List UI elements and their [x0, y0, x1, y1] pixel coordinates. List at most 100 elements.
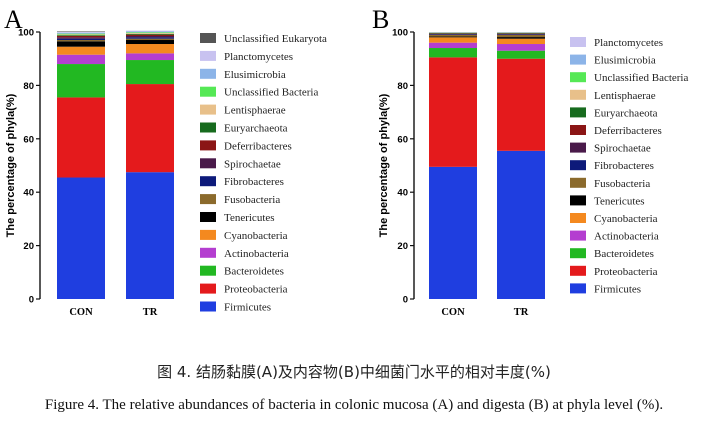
legend-label-b-elusimicrobia: Elusimicrobia	[594, 55, 656, 67]
x-category-label-b-con: CON	[441, 307, 465, 318]
legend-swatch-a-fibrobacteres	[200, 176, 216, 187]
y-tick-label-a-40: 40	[23, 188, 34, 199]
y-axis-title-a: The percentage of phyla(%)	[5, 93, 17, 237]
bar-segment-b-tr-actinobacteria	[497, 44, 545, 51]
x-category-label-a-con: CON	[69, 307, 93, 318]
legend-swatch-a-deferribacteres	[200, 140, 216, 151]
legend-label-b-tenericutes: Tenericutes	[594, 195, 645, 207]
bar-segment-a-con-bacteroidetes	[57, 64, 105, 98]
legend-label-a-euryarchaeota: Euryarchaeota	[224, 123, 288, 135]
bar-segment-a-tr-cyanobacteria	[126, 44, 174, 54]
legend-label-b-proteobacteria: Proteobacteria	[594, 266, 658, 278]
y-tick-label-b-100: 100	[392, 28, 408, 39]
bar-segment-b-con-fibrobacteres	[429, 34, 477, 35]
bar-segment-b-tr-euryarchaeota	[497, 33, 545, 34]
legend-swatch-b-tenericutes	[570, 195, 586, 206]
legend-label-b-deferribacteres: Deferribacteres	[594, 125, 662, 137]
y-tick-label-b-20: 20	[397, 241, 408, 252]
legend-swatch-b-fibrobacteres	[570, 160, 586, 171]
legend-swatch-a-planctomycetes	[200, 50, 216, 61]
legend-label-b-unclassified-bacteria: Unclassified Bacteria	[594, 72, 688, 84]
legend-label-a-lentisphaerae: Lentisphaerae	[224, 105, 286, 117]
x-category-label-a-tr: TR	[143, 307, 158, 318]
bar-segment-b-tr-planctomycetes	[497, 32, 545, 33]
y-tick-label-b-60: 60	[397, 134, 408, 145]
legend-label-b-actinobacteria: Actinobacteria	[594, 231, 659, 243]
y-tick-label-b-40: 40	[397, 188, 408, 199]
bar-segment-b-tr-cyanobacteria	[497, 38, 545, 45]
bar-segment-a-con-planctomycetes	[57, 32, 105, 33]
legend-label-a-tenericutes: Tenericutes	[224, 212, 275, 224]
legend-swatch-b-actinobacteria	[570, 230, 586, 241]
bar-segment-a-tr-elusimicrobia	[126, 31, 174, 33]
bar-segment-a-con-proteobacteria	[57, 97, 105, 178]
y-tick-label-b-80: 80	[397, 81, 408, 92]
legend-swatch-a-proteobacteria	[200, 283, 216, 294]
bar-segment-b-tr-deferribacteres	[497, 33, 545, 34]
legend-swatch-a-fusobacteria	[200, 194, 216, 205]
y-tick-label-a-80: 80	[23, 81, 34, 92]
bar-segment-b-con-deferribacteres	[429, 33, 477, 34]
legend-label-a-unclassified-bacteria: Unclassified Bacteria	[224, 87, 318, 99]
bar-segment-a-tr-lentisphaerae	[126, 33, 174, 34]
bar-segment-a-tr-fusobacteria	[126, 38, 174, 41]
legend-label-b-planctomycetes: Planctomycetes	[594, 37, 663, 49]
bar-segment-b-tr-proteobacteria	[497, 58, 545, 151]
legend-swatch-b-firmicutes	[570, 283, 586, 294]
legend-swatch-a-elusimicrobia	[200, 68, 216, 79]
legend-swatch-b-euryarchaeota	[570, 107, 586, 118]
legend-label-a-firmicutes: Firmicutes	[224, 302, 271, 314]
legend-swatch-b-fusobacteria	[570, 177, 586, 188]
chart-panel-b: B 0 20 40 60 80 100 The percentage of phyla(%) C…	[372, 5, 688, 318]
bar-segment-a-con-tenericutes	[57, 41, 105, 47]
bar-segment-a-con-cyanobacteria	[57, 46, 105, 55]
bar-segment-b-con-actinobacteria	[429, 42, 477, 49]
legend-swatch-a-tenericutes	[200, 212, 216, 222]
bar-segment-a-tr-spirochaetae	[126, 36, 174, 38]
legend-label-b-fusobacteria: Fusobacteria	[594, 178, 650, 190]
legend-swatch-b-planctomycetes	[570, 37, 586, 47]
bar-segment-a-con-fibrobacteres	[57, 38, 105, 41]
y-tick-label-a-20: 20	[23, 241, 34, 252]
bar-segment-a-tr-euryarchaeota	[126, 33, 174, 35]
legend-label-a-spirochaetae: Spirochaetae	[224, 158, 281, 170]
legend-swatch-a-unclassified-eukaryota	[200, 33, 216, 43]
figure-caption-chinese: 图 4. 结肠黏膜(A)及内容物(B)中细菌门水平的相对丰度(%)	[157, 363, 551, 381]
bar-segment-b-con-cyanobacteria	[429, 37, 477, 43]
legend-label-a-unclassified-eukaryota: Unclassified Eukaryota	[224, 33, 327, 45]
y-axis-title-b: The percentage of phyla(%)	[378, 93, 390, 237]
legend-label-a-bacteroidetes: Bacteroidetes	[224, 266, 284, 278]
legend-swatch-b-proteobacteria	[570, 265, 586, 276]
figure-caption-english: Figure 4. The relative abundances of bac…	[44, 397, 664, 413]
bar-segment-b-con-proteobacteria	[429, 57, 477, 167]
bar-segment-a-tr-planctomycetes	[126, 30, 174, 32]
legend-label-b-firmicutes: Firmicutes	[594, 283, 641, 295]
legend-label-a-deferribacteres: Deferribacteres	[224, 140, 292, 152]
y-tick-label-b-0: 0	[403, 295, 408, 306]
bar-segment-a-con-spirochaetae	[57, 37, 105, 39]
bar-segment-a-con-unclassified-bacteria	[57, 33, 105, 35]
bar-segment-a-tr-deferribacteres	[126, 34, 174, 37]
legend-label-b-bacteroidetes: Bacteroidetes	[594, 248, 654, 260]
legend-label-b-spirochaetae: Spirochaetae	[594, 143, 651, 155]
legend-swatch-b-elusimicrobia	[570, 54, 586, 65]
bar-segment-a-tr-firmicutes	[126, 172, 174, 299]
y-tick-label-a-60: 60	[23, 134, 34, 145]
bar-segment-b-con-lentisphaerae	[429, 32, 477, 34]
bar-segment-b-con-bacteroidetes	[429, 48, 477, 58]
bar-segment-a-tr-bacteroidetes	[126, 60, 174, 85]
legend-label-b-cyanobacteria: Cyanobacteria	[594, 213, 658, 225]
legend-swatch-a-actinobacteria	[200, 247, 216, 258]
bar-segment-a-con-euryarchaeota	[57, 35, 105, 37]
legend-swatch-a-unclassified-bacteria	[200, 86, 216, 97]
legend-label-a-actinobacteria: Actinobacteria	[224, 248, 289, 260]
legend-swatch-b-unclassified-bacteria	[570, 72, 586, 83]
legend-label-a-fusobacteria: Fusobacteria	[224, 194, 280, 206]
legend-swatch-b-lentisphaerae	[570, 89, 586, 100]
bar-segment-a-con-deferribacteres	[57, 36, 105, 38]
panel-label-b: B	[372, 5, 389, 34]
bar-segment-b-tr-firmicutes	[497, 150, 545, 299]
bar-segment-b-con-spirochaetae	[429, 33, 477, 35]
y-tick-label-a-100: 100	[18, 28, 34, 39]
legend-swatch-b-bacteroidetes	[570, 248, 586, 259]
